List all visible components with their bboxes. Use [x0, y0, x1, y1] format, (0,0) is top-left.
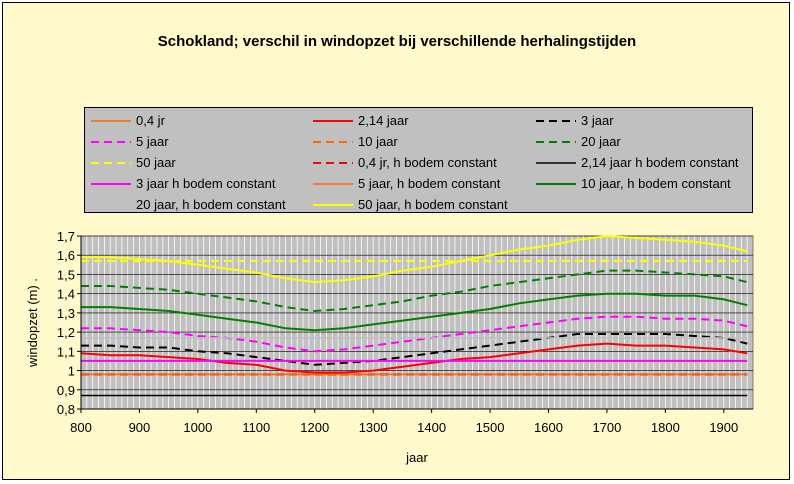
- legend-swatch: [91, 162, 131, 164]
- chart-canvas: 0,8 0,9 1 1,1 1,2 1,3 1,4 1,5 1,6 1,7 800 900 1000 11…: [25, 229, 754, 465]
- x-tick-label: 1200: [300, 420, 329, 435]
- x-tick-label: 1600: [534, 420, 563, 435]
- legend-swatch: [313, 120, 353, 122]
- legend-item-5-jaar: 5 jaar: [89, 132, 304, 152]
- y-tick-label: 1: [68, 364, 75, 379]
- legend-item-0-4-jr-h-bodem-constant: 0,4 jr, h bodem constant: [311, 153, 526, 173]
- legend-label: 5 jaar, h bodem constant: [358, 176, 501, 191]
- legend-item-50-jaar-h-bodem-constant: 50 jaar, h bodem constant: [311, 195, 526, 215]
- y-tick-label: 0,9: [57, 383, 75, 398]
- legend-item-50-jaar: 50 jaar: [89, 153, 304, 173]
- chart-legend: 0,4 jr 2,14 jaar 3 jaar 5 jaar 10 jaar 20 jaa…: [84, 107, 753, 213]
- legend-label: 10 jaar, h bodem constant: [581, 176, 731, 191]
- x-tick-label: 1400: [417, 420, 446, 435]
- legend-label: 0,4 jr: [136, 113, 165, 128]
- legend-item-10-jaar: 10 jaar: [311, 132, 526, 152]
- series-line-3-jaar-2: [81, 333, 748, 366]
- legend-label: 10 jaar: [358, 134, 398, 149]
- grid-lines: [80, 235, 753, 410]
- x-tick-label: 1100: [242, 420, 270, 435]
- chart-title: Schokland; verschil in windopzet bij ver…: [157, 33, 637, 50]
- legend-swatch: [313, 141, 353, 143]
- y-tick-label: 0,8: [57, 402, 75, 417]
- legend-swatch: [91, 183, 131, 185]
- series-line-50-jaar-h-bodem-constant-13: [81, 234, 748, 284]
- x-tick-label: 1000: [183, 420, 212, 435]
- legend-item-20-jaar: 20 jaar: [534, 132, 749, 152]
- series-line-2-14-jaar-1: [80, 342, 748, 374]
- legend-swatch: [91, 204, 131, 206]
- legend-swatch: [536, 183, 576, 185]
- legend-swatch: [536, 162, 576, 164]
- legend-item-2-14-jaar: 2,14 jaar: [311, 111, 526, 131]
- y-tick-label: 1,5: [57, 267, 75, 282]
- legend-item-20-jaar-h-bodem-constant: 20 jaar, h bodem constant: [89, 195, 304, 215]
- legend-item-10-jaar-h-bodem-constant: 10 jaar, h bodem constant: [534, 174, 749, 194]
- x-tick-label: 900: [129, 420, 151, 435]
- legend-item-3-jaar-h-bodem-constant: 3 jaar h bodem constant: [89, 174, 304, 194]
- series-line-20-jaar-5: [81, 269, 748, 313]
- y-tick-label: 1,1: [57, 344, 75, 359]
- x-tick-label: 1900: [709, 420, 738, 435]
- legend-label: 50 jaar, h bodem constant: [358, 197, 508, 212]
- y-axis-title: windopzet (m) .: [25, 278, 40, 368]
- legend-label: 5 jaar: [136, 134, 169, 149]
- legend-swatch: [536, 120, 576, 122]
- legend-swatch: [91, 120, 131, 122]
- x-tick-label: 1800: [651, 420, 680, 435]
- series-layer: [80, 234, 748, 397]
- y-tick-label: 1,4: [57, 287, 75, 302]
- x-tick-label: 1700: [592, 420, 621, 435]
- legend-item-5-jaar-h-bodem-constant: 5 jaar, h bodem constant: [311, 174, 526, 194]
- x-tick-label: 800: [70, 420, 92, 435]
- x-tick-label: 1300: [359, 420, 388, 435]
- legend-label: 3 jaar h bodem constant: [136, 176, 276, 191]
- y-tick-label: 1,6: [57, 248, 75, 263]
- legend-item-3-jaar: 3 jaar: [534, 111, 749, 131]
- legend-label: 20 jaar: [581, 134, 621, 149]
- y-tick-label: 1,7: [57, 229, 75, 244]
- series-line-5-jaar-3: [81, 315, 748, 353]
- y-tick-label: 1,2: [57, 325, 75, 340]
- legend-swatch: [313, 183, 353, 185]
- legend-label: 2,14 jaar h bodem constant: [581, 155, 739, 170]
- series-line-10-jaar-h-bodem-constant-11: [81, 292, 748, 332]
- x-axis-title: jaar: [405, 450, 428, 465]
- legend-label: 2,14 jaar: [358, 113, 409, 128]
- legend-label: 3 jaar: [581, 113, 614, 128]
- legend-swatch: [536, 141, 576, 143]
- axes: 0,8 0,9 1 1,1 1,2 1,3 1,4 1,5 1,6 1,7 800 900 1000 11…: [57, 229, 753, 435]
- legend-swatch: [91, 141, 131, 143]
- legend-label: 50 jaar: [136, 155, 176, 170]
- legend-label: 20 jaar, h bodem constant: [136, 197, 286, 212]
- y-tick-label: 1,3: [57, 306, 75, 321]
- legend-item-2-14-jaar-h-bodem-constant: 2,14 jaar h bodem constant: [534, 153, 749, 173]
- legend-label: 0,4 jr, h bodem constant: [358, 155, 497, 170]
- x-tick-label: 1500: [476, 420, 505, 435]
- legend-swatch: [313, 162, 353, 164]
- legend-swatch: [313, 204, 353, 206]
- legend-item-0-4-jr: 0,4 jr: [89, 111, 304, 131]
